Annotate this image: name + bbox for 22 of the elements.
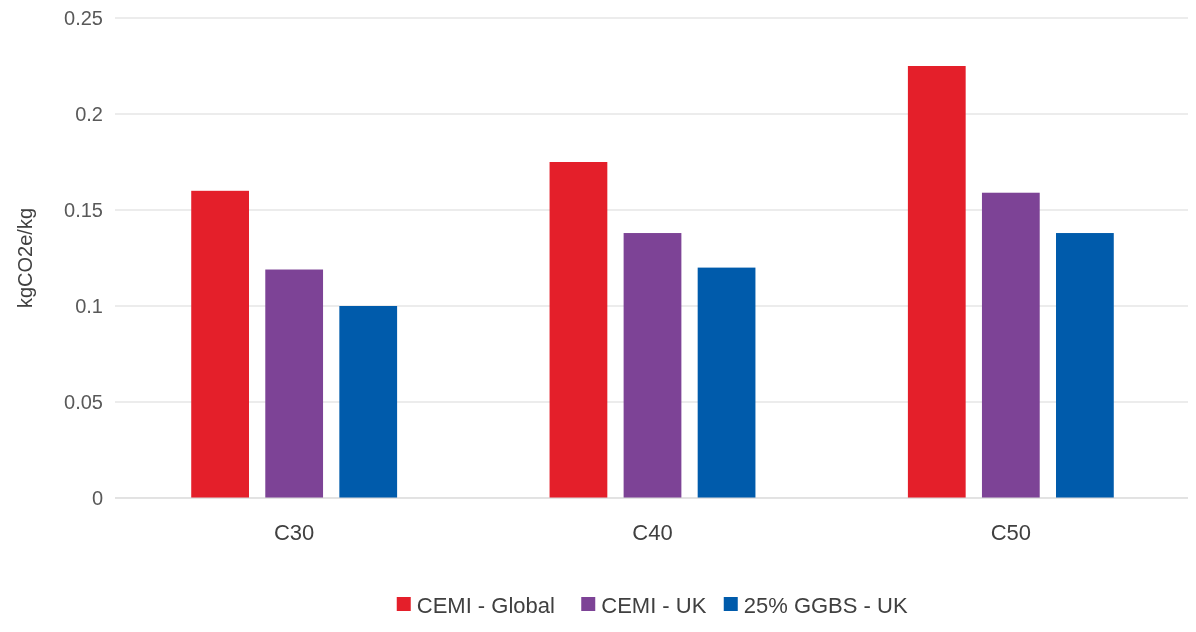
bar bbox=[191, 190, 249, 498]
bar bbox=[1056, 233, 1114, 498]
bar bbox=[339, 306, 398, 498]
bar bbox=[907, 66, 966, 498]
bar bbox=[697, 267, 756, 498]
y-tick-label: 0.2 bbox=[75, 103, 103, 125]
y-tick-label: 0.15 bbox=[64, 199, 103, 221]
legend-label: CEMI - Global bbox=[416, 592, 555, 618]
bar bbox=[549, 162, 608, 498]
y-axis-title: kgCO2e/kg bbox=[14, 207, 36, 309]
x-tick-label: C50 bbox=[990, 520, 1032, 545]
legend-label: CEMI - UK bbox=[601, 592, 707, 618]
x-tick-label: C40 bbox=[632, 520, 673, 545]
bar bbox=[623, 233, 682, 498]
bar bbox=[265, 269, 324, 498]
y-tick-label: 0.1 bbox=[75, 295, 103, 317]
legend-label: 25% GGBS - UK bbox=[743, 592, 908, 618]
bar bbox=[981, 192, 1040, 498]
y-tick-label: 0 bbox=[91, 487, 103, 509]
y-tick-label: 0.05 bbox=[64, 391, 103, 413]
x-tick-label: C30 bbox=[273, 520, 315, 545]
y-tick-label: 0.25 bbox=[64, 7, 103, 29]
